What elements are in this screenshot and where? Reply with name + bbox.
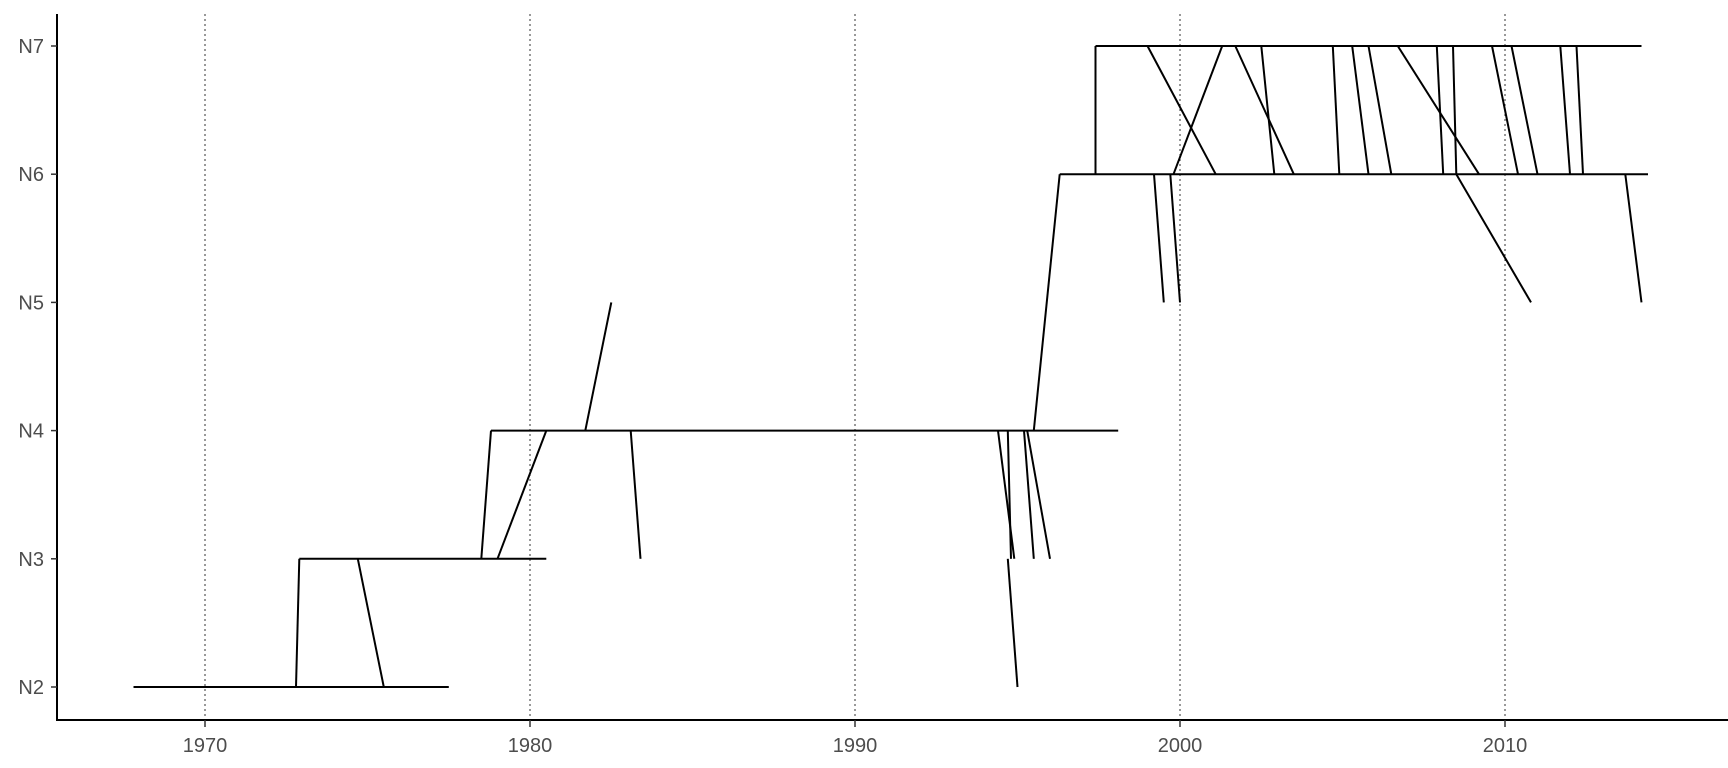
segment-13 (1026, 430, 1051, 559)
segment-12 (1023, 430, 1035, 559)
segment-35 (1624, 174, 1643, 303)
segment-7 (584, 302, 613, 431)
grid-lines (204, 14, 1506, 719)
x-tick-label-2010: 2010 (1483, 735, 1528, 757)
segment-11 (1006, 430, 1012, 559)
axes (56, 14, 1728, 721)
segment-9 (997, 430, 1016, 559)
segment-26 (1367, 45, 1393, 175)
timeline-segments (133, 45, 1648, 688)
segment-28 (1435, 45, 1445, 175)
segment-18 (1153, 174, 1165, 303)
segment-25 (1351, 45, 1370, 175)
segment-4 (480, 430, 492, 559)
segment-31 (1491, 45, 1519, 175)
segment-27 (1396, 45, 1480, 175)
x-tick-label-1990: 1990 (833, 735, 878, 757)
y-tick-label-N4: N4 (18, 421, 44, 443)
y-tick-label-N5: N5 (18, 292, 44, 314)
segment-20 (1146, 45, 1217, 175)
segment-30 (1455, 173, 1532, 303)
segment-32 (1510, 45, 1539, 175)
segment-8 (629, 430, 642, 559)
segment-24 (1331, 45, 1341, 175)
x-axis-ticks: 1970 1980 1990 2000 2010 (183, 720, 1528, 757)
segment-3 (356, 558, 385, 688)
x-tick-label-1980: 1980 (508, 735, 553, 757)
y-tick-label-N3: N3 (18, 549, 44, 571)
y-tick-label-N6: N6 (18, 164, 44, 186)
segment-6 (496, 430, 548, 560)
segment-1 (295, 558, 301, 688)
segment-10 (1006, 558, 1019, 688)
segment-22 (1234, 45, 1295, 175)
segment-21 (1172, 45, 1224, 175)
y-tick-label-N7: N7 (18, 36, 44, 58)
segment-29 (1452, 45, 1458, 175)
y-tick-label-N2: N2 (18, 677, 44, 699)
segment-19 (1169, 174, 1181, 303)
y-axis-ticks: N2 N3 N4 N5 N6 N7 (18, 36, 57, 699)
segment-34 (1575, 45, 1584, 175)
segment-14 (1032, 174, 1061, 431)
x-tick-label-1970: 1970 (183, 735, 228, 757)
segment-33 (1559, 45, 1571, 175)
segment-23 (1260, 45, 1276, 175)
x-tick-label-2000: 2000 (1158, 735, 1203, 757)
